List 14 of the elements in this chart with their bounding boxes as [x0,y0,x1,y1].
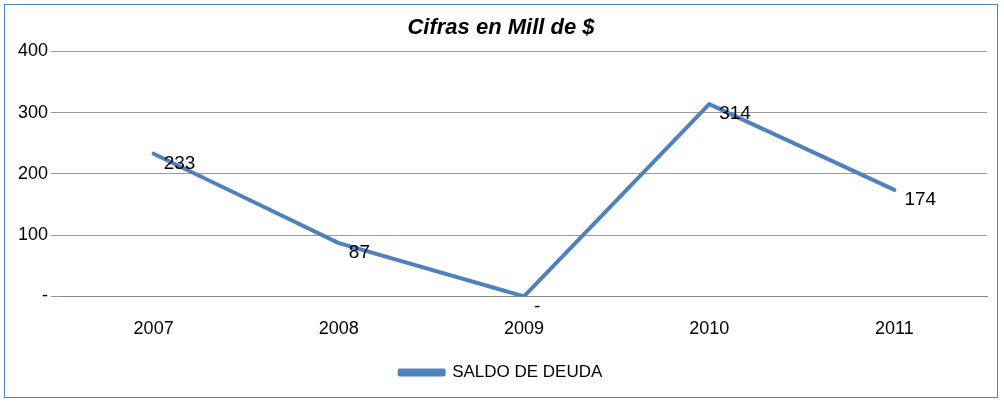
y-tick-label: 400 [17,40,49,61]
chart-title: Cifras en Mill de $ [407,14,596,40]
y-tick-label: 300 [17,101,49,122]
y-tick-label: 100 [17,224,49,245]
x-tick-label: 2011 [875,318,914,339]
x-tick-label: 2008 [318,318,359,339]
data-label: - [534,294,541,316]
data-label: 174 [904,188,937,210]
x-tick-label: 2010 [689,318,730,339]
y-tick-label: - [42,285,49,306]
x-tick-label: 2007 [133,318,174,339]
legend-label: SALDO DE DEUDA [452,362,604,382]
y-tick-label: 200 [17,162,49,183]
x-tick-label: 2009 [503,318,545,339]
